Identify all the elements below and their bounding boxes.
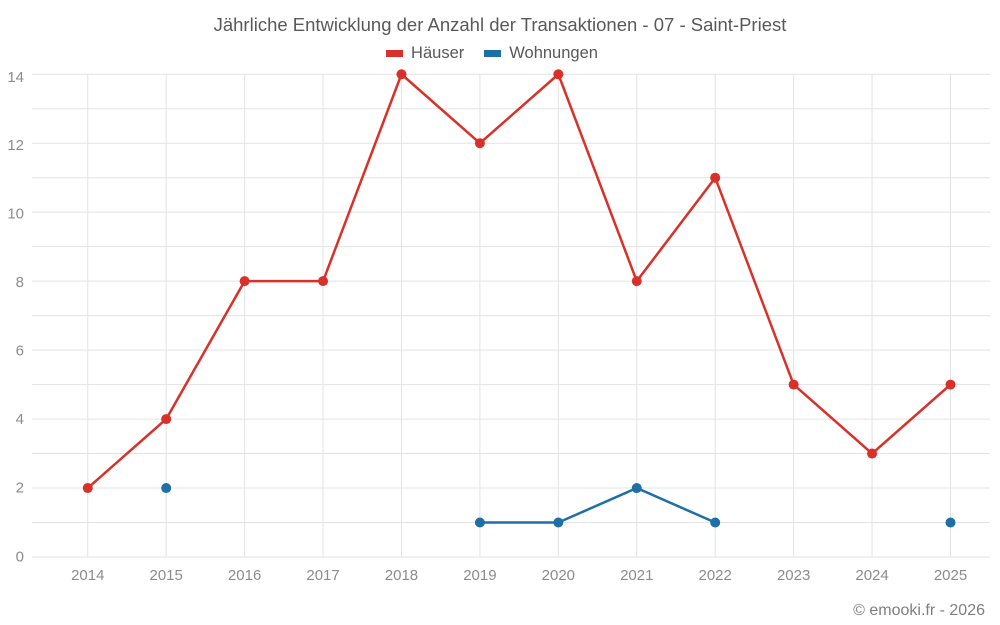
- svg-text:2014: 2014: [71, 567, 104, 584]
- svg-text:2017: 2017: [306, 567, 339, 584]
- svg-text:2020: 2020: [542, 567, 575, 584]
- svg-text:12: 12: [7, 137, 24, 154]
- svg-text:2015: 2015: [149, 567, 182, 584]
- svg-text:8: 8: [16, 274, 24, 291]
- svg-text:2019: 2019: [463, 567, 496, 584]
- svg-text:0: 0: [16, 549, 24, 566]
- svg-text:2024: 2024: [855, 567, 888, 584]
- svg-text:14: 14: [7, 69, 24, 86]
- svg-text:2016: 2016: [228, 567, 261, 584]
- svg-text:2022: 2022: [699, 567, 732, 584]
- svg-text:10: 10: [7, 206, 24, 223]
- svg-text:2018: 2018: [385, 567, 418, 584]
- svg-text:2: 2: [16, 480, 24, 497]
- svg-text:2023: 2023: [777, 567, 810, 584]
- svg-text:2021: 2021: [620, 567, 653, 584]
- svg-text:4: 4: [16, 411, 24, 428]
- svg-text:6: 6: [16, 343, 24, 360]
- svg-text:2025: 2025: [934, 567, 967, 584]
